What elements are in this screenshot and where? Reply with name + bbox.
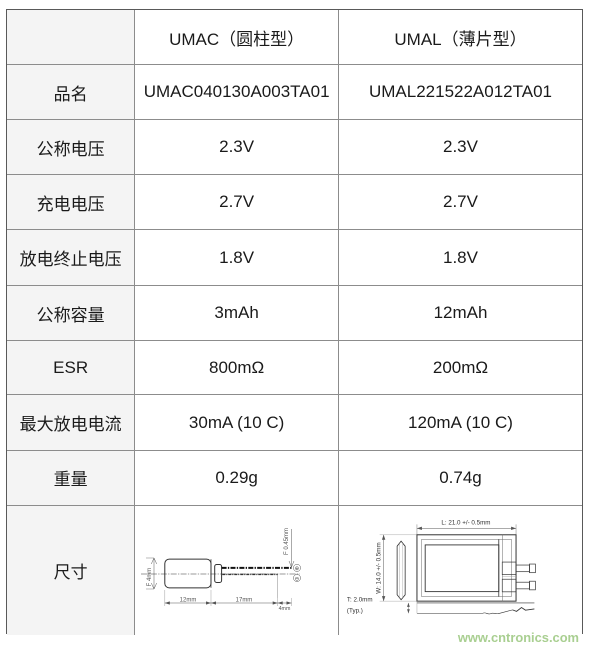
- svg-text:W: 14.0 +/- 0.5mm: W: 14.0 +/- 0.5mm: [376, 542, 383, 593]
- svg-text:F 4mm: F 4mm: [147, 568, 153, 587]
- svg-text:⊖: ⊖: [294, 576, 299, 582]
- svg-text:F 0.45mm: F 0.45mm: [284, 528, 290, 555]
- svg-text:⊕: ⊕: [294, 566, 299, 572]
- svg-text:4mm: 4mm: [278, 606, 290, 612]
- svg-text:L: 21.0 +/- 0.5mm: L: 21.0 +/- 0.5mm: [441, 519, 490, 526]
- svg-text:www.cntronics.com: www.cntronics.com: [457, 630, 579, 645]
- svg-text:T: 2.0mm: T: 2.0mm: [347, 597, 373, 604]
- svg-text:17mm: 17mm: [235, 597, 252, 603]
- svg-text:(Typ.): (Typ.): [347, 608, 363, 615]
- svg-text:12mm: 12mm: [179, 597, 196, 603]
